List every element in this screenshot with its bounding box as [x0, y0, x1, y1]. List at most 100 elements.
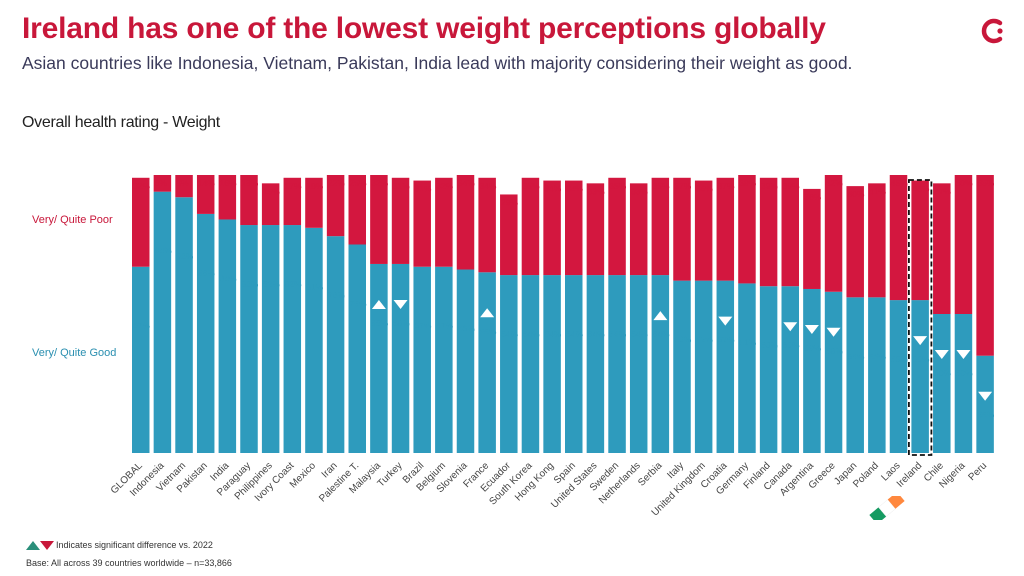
bar-poor-vietnam [175, 175, 193, 198]
bar-poor-hong-kong [543, 180, 561, 276]
label-poor-turkey: 31% [393, 181, 410, 191]
significance-down-icon-ireland [913, 336, 928, 346]
bar-poor-laos [889, 175, 908, 301]
label-poor-vietnam: 8% [176, 178, 189, 188]
brand-logo-icon [981, 18, 1003, 44]
label-good-india: 84% [220, 273, 237, 283]
page-subtitle: Asian countries like Indonesia, Vietnam,… [22, 53, 853, 73]
label-good-finland: 60% [761, 340, 778, 350]
bar-good-vietnam [175, 197, 193, 453]
bar-poor-mexico [305, 177, 323, 228]
bar-poor-philippines [261, 183, 280, 226]
label-poor-slovenia: 34% [458, 178, 475, 188]
bar-poor-indonesia [153, 175, 172, 192]
bar-good-turkey [391, 263, 410, 453]
label-poor-ivory-coast: 17% [285, 181, 302, 191]
bar-good-india [218, 219, 237, 453]
label-good-poland: 56% [869, 351, 886, 361]
bar-poor-paraguay [240, 175, 258, 226]
label-good-ecuador: 64% [501, 329, 518, 339]
bar-good-paraguay [240, 225, 258, 453]
bar-good-hong-kong [543, 275, 561, 453]
label-good-mexico: 81% [306, 282, 323, 292]
bar-poor-finland [759, 177, 778, 287]
significance-down-icon-chile [934, 350, 949, 359]
chart-section-title: Overall health rating - Weight [22, 114, 220, 131]
page-title: Ireland has one of the lowest weight per… [22, 12, 826, 45]
bar-poor-greece [824, 175, 843, 292]
bar-good-peru [976, 355, 994, 453]
bar-good-ecuador [500, 275, 518, 453]
label-good-iran: 78% [328, 290, 345, 300]
label-good-pakistan: 86% [198, 268, 215, 278]
highlight-box-ireland [908, 179, 933, 456]
label-poor-ecuador: 29% [501, 197, 518, 207]
label-good-netherlands: 64% [631, 329, 648, 339]
significance-down-icon-peru [978, 391, 993, 401]
label-poor-philippines: 15% [263, 186, 280, 196]
bar-poor-poland [868, 183, 886, 298]
label-good-turkey: 68% [393, 318, 410, 328]
x-tick-turkey: Turkey [376, 460, 405, 489]
bar-good-finland [759, 286, 778, 453]
bar-poor-iran [326, 175, 345, 237]
label-poor-germany: 39% [739, 178, 756, 188]
label-poor-ireland: 43% [912, 184, 929, 194]
label-good-argentina: 59% [804, 343, 821, 353]
bar-poor-turkey [391, 177, 410, 264]
label-good-belgium: 67% [436, 321, 453, 331]
bar-poor-spain [565, 180, 583, 276]
bar-poor-germany [738, 175, 756, 284]
x-tick-peru: Peru [967, 460, 990, 483]
bar-good-argentina [803, 288, 821, 453]
label-poor-malaysia: 32% [371, 178, 388, 188]
label-good-slovenia: 66% [458, 324, 475, 334]
label-good-germany: 61% [739, 337, 756, 347]
bar-good-poland [868, 297, 886, 453]
label-good-canada: 60% [783, 340, 800, 350]
label-poor-chile: 47% [934, 186, 951, 196]
good-row-label: Very/ Quite Good [32, 347, 117, 359]
bar-poor-global [132, 177, 150, 267]
bar-good-slovenia [456, 269, 475, 453]
label-good-serbia: 64% [653, 329, 670, 339]
bar-good-sweden [608, 275, 626, 453]
bar-good-croatia [716, 280, 735, 453]
bar-poor-canada [781, 177, 799, 287]
label-good-japan: 56% [847, 351, 864, 361]
bar-good-ivory-coast [283, 225, 302, 453]
bar-poor-ivory-coast [283, 177, 302, 226]
label-good-vietnam: 92% [176, 251, 193, 261]
bar-good-netherlands [629, 275, 648, 453]
bar-poor-india [218, 175, 237, 220]
bar-poor-serbia [651, 177, 670, 276]
bar-good-belgium [435, 266, 453, 453]
bar-good-philippines [261, 225, 280, 453]
label-poor-palestine-t: 25% [350, 178, 367, 188]
label-poor-greece: 42% [826, 178, 843, 188]
label-poor-japan: 40% [847, 189, 864, 199]
label-poor-south-korea: 35% [523, 181, 540, 191]
bar-poor-argentina [803, 188, 821, 289]
significance-down-icon-greece [826, 327, 841, 337]
label-good-croatia: 62% [718, 335, 735, 345]
bar-good-chile [933, 314, 951, 453]
bar-poor-peru [976, 175, 994, 356]
label-poor-spain: 34% [566, 184, 583, 194]
bar-good-laos [889, 300, 908, 453]
label-poor-nigeria: 50% [956, 178, 973, 188]
label-good-philippines: 82% [263, 279, 280, 289]
label-good-ivory-coast: 82% [285, 279, 302, 289]
label-poor-indonesia: 6% [155, 178, 168, 188]
label-poor-argentina: 36% [804, 192, 821, 202]
label-poor-poland: 41% [869, 186, 886, 196]
bar-good-nigeria [954, 314, 973, 453]
label-poor-peru: 65% [977, 178, 994, 188]
label-poor-india: 16% [220, 178, 237, 188]
label-poor-croatia: 37% [718, 181, 735, 191]
bar-good-france [478, 272, 496, 453]
up-triangle-icon [26, 541, 40, 551]
label-poor-hong-kong: 34% [544, 184, 561, 194]
bar-poor-sweden [608, 177, 626, 276]
